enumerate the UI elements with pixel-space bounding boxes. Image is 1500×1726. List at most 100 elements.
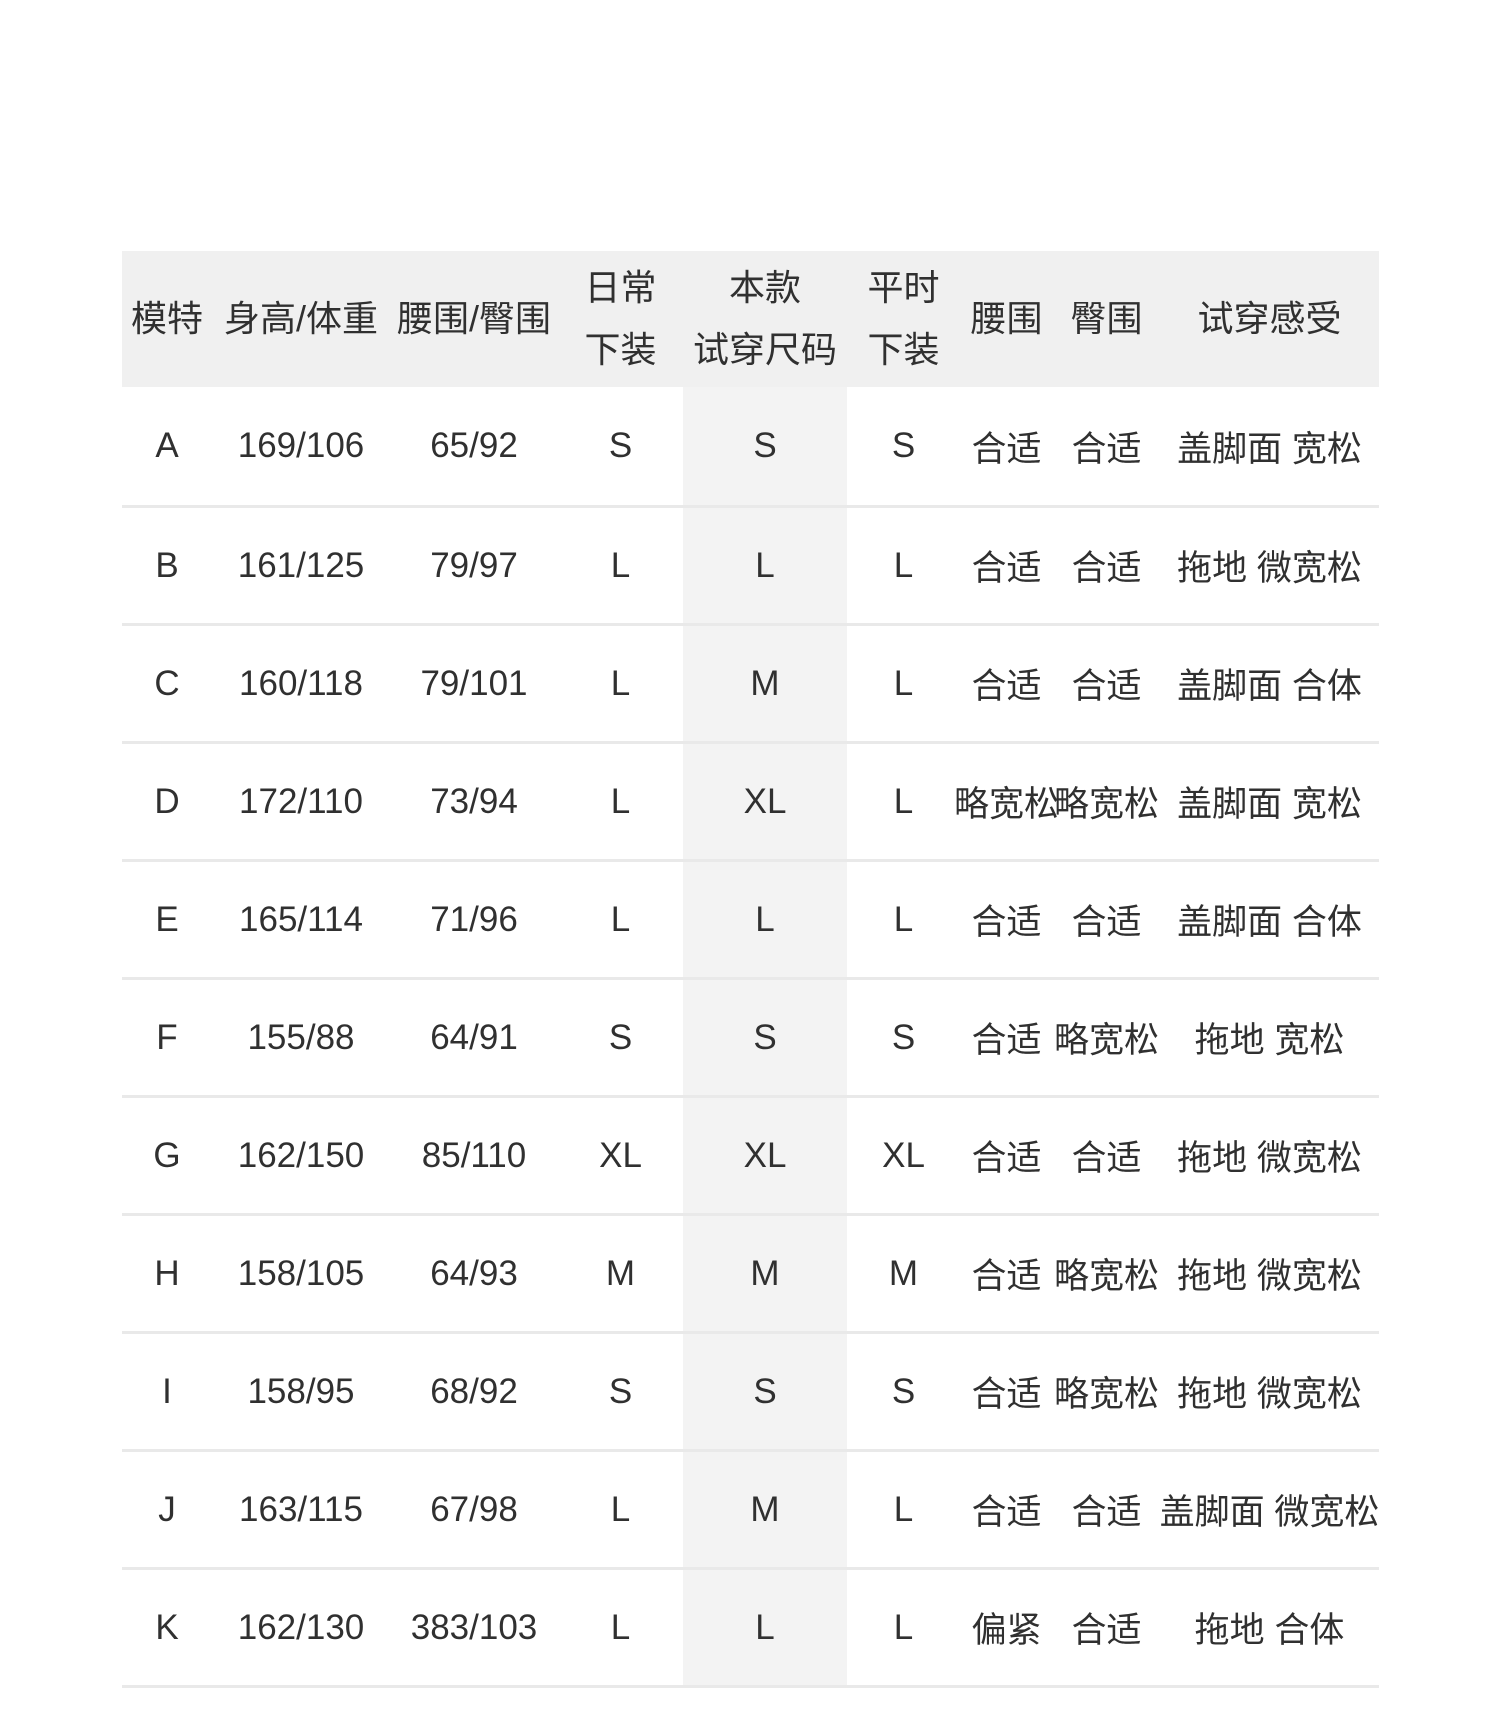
cell-waist-fit: 合适: [971, 429, 1042, 469]
cell-waist-hip: 79/101: [420, 663, 528, 703]
col-header-label: 臀围: [1070, 298, 1143, 339]
cell-waist-fit: 略宽松: [954, 785, 1060, 824]
cell-usual-size: L: [893, 1607, 914, 1647]
cell-usual-size: L: [893, 545, 914, 585]
col-header-waist-fit: 腰围: [960, 251, 1053, 387]
cell-hip-fit: 合适: [1071, 667, 1142, 706]
table-row: A 169/106 65/92 S S S 合适 合适 盖脚面 宽松: [122, 387, 1379, 505]
cell-height-weight: 163/115: [239, 1489, 363, 1529]
col-header-height-weight: 身高/体重: [212, 251, 390, 387]
cell-height-weight: 169/106: [237, 426, 365, 465]
cell-hip-fit: 略宽松: [1053, 1257, 1159, 1296]
cell-overall-feel: 拖地 微宽松: [1177, 1257, 1362, 1296]
cell-model: K: [155, 1607, 179, 1647]
table-row: B 161/125 79/97 L L L 合适 合适 拖地 微宽松: [122, 505, 1379, 623]
cell-overall-feel: 拖地 微宽松: [1177, 1375, 1362, 1414]
cell-waist-fit: 合适: [971, 1139, 1042, 1178]
col-header-label-line1: 日常: [584, 267, 657, 308]
cell-hip-fit: 合适: [1071, 549, 1142, 588]
cell-tried-size: M: [750, 1489, 780, 1529]
cell-tried-size: M: [750, 1253, 780, 1293]
cell-tried-size: L: [755, 1607, 775, 1647]
cell-waist-hip: 383/103: [410, 1607, 538, 1647]
cell-hip-fit: 合适: [1071, 429, 1142, 469]
cell-height-weight: 172/110: [239, 781, 363, 821]
cell-usual-size: L: [893, 781, 914, 821]
cell-waist-hip: 71/96: [430, 899, 518, 939]
cell-tried-size: XL: [743, 781, 787, 821]
cell-tried-size: S: [753, 426, 777, 465]
cell-model: D: [154, 781, 180, 821]
table-row: D 172/110 73/94 L XL L 略宽松 略宽松 盖脚面 宽松: [122, 741, 1379, 859]
cell-overall-feel: 拖地 微宽松: [1177, 549, 1362, 588]
cell-model: E: [155, 899, 179, 939]
cell-waist-hip: 79/97: [430, 545, 518, 585]
cell-model: I: [162, 1371, 172, 1411]
cell-daily-size: L: [610, 1489, 631, 1529]
cell-daily-size: L: [610, 663, 631, 703]
cell-waist-fit: 合适: [971, 1375, 1042, 1414]
cell-daily-size: L: [610, 545, 631, 585]
cell-height-weight: 162/150: [237, 1135, 365, 1175]
cell-model: C: [154, 663, 180, 703]
cell-hip-fit: 略宽松: [1053, 1021, 1159, 1060]
tried-size-column-highlight: [683, 387, 847, 1685]
table-row: G 162/150 85/110 XL XL XL 合适 合适 拖地 微宽松: [122, 1095, 1379, 1213]
cell-tried-size: M: [750, 663, 780, 703]
cell-daily-size: XL: [599, 1135, 642, 1175]
cell-model: B: [155, 545, 179, 585]
table-header-row: 模特 身高/体重 腰围/臀围 日常下装 本款试穿尺码 平时下装 腰围 臀围 试穿…: [122, 251, 1379, 387]
cell-overall-feel: 拖地 合体: [1194, 1611, 1345, 1650]
cell-tried-size: S: [753, 1371, 777, 1411]
cell-hip-fit: 合适: [1071, 903, 1142, 942]
cell-waist-fit: 合适: [971, 903, 1042, 942]
col-header-tried-size: 本款 试穿尺码: [683, 251, 847, 387]
cell-waist-hip: 67/98: [430, 1489, 518, 1529]
table-row: I 158/95 68/92 S S S 合适 略宽松 拖地 微宽松: [122, 1331, 1379, 1449]
col-header-label-line1: 平时: [867, 267, 940, 308]
col-header-model: 模特: [122, 251, 212, 387]
cell-daily-size: L: [610, 899, 631, 939]
col-header-daily-bottom-size: 日常 下装: [558, 251, 683, 387]
cell-overall-feel: 盖脚面 微宽松: [1159, 1493, 1380, 1532]
col-header-label: 腰围: [970, 298, 1043, 339]
cell-daily-size: L: [610, 781, 631, 821]
table-row: C 160/118 79/101 L M L 合适 合适 盖脚面 合体: [122, 623, 1379, 741]
cell-usual-size: S: [891, 426, 916, 465]
size-fit-table: 模特 身高/体重 腰围/臀围 日常下装 本款试穿尺码 平时下装 腰围 臀围 试穿…: [122, 251, 1379, 1688]
table-row: J 163/115 67/98 L M L 合适 合适 盖脚面 微宽松: [122, 1449, 1379, 1567]
cell-usual-size: L: [893, 663, 914, 703]
col-header-usual-bottom-size: 平时 下装: [847, 251, 960, 387]
table-row: K 162/130 383/103 L L L 偏紧 合适 拖地 合体: [122, 1567, 1379, 1685]
col-header-label-line2: 试穿尺码: [692, 329, 837, 370]
cell-height-weight: 155/88: [247, 1017, 355, 1057]
cell-daily-size: M: [605, 1253, 636, 1293]
cell-waist-hip: 85/110: [421, 1135, 527, 1175]
cell-tried-size: L: [755, 899, 775, 939]
cell-overall-feel: 盖脚面 宽松: [1177, 785, 1362, 824]
cell-usual-size: L: [893, 1489, 914, 1529]
cell-hip-fit: 略宽松: [1053, 785, 1159, 824]
cell-hip-fit: 合适: [1071, 1493, 1142, 1532]
cell-waist-hip: 65/92: [430, 426, 518, 465]
cell-daily-size: S: [608, 426, 633, 465]
cell-usual-size: L: [893, 899, 914, 939]
col-header-label: 试穿感受: [1197, 298, 1342, 339]
col-header-label: 身高/体重: [223, 298, 378, 339]
cell-usual-size: S: [891, 1371, 916, 1411]
cell-hip-fit: 合适: [1071, 1139, 1142, 1178]
cell-model: G: [153, 1135, 181, 1175]
cell-daily-size: L: [610, 1607, 631, 1647]
cell-daily-size: S: [608, 1017, 633, 1057]
table-row: E 165/114 71/96 L L L 合适 合适 盖脚面 合体: [122, 859, 1379, 977]
cell-usual-size: S: [891, 1017, 916, 1057]
cell-hip-fit: 略宽松: [1053, 1375, 1159, 1414]
cell-waist-hip: 68/92: [430, 1371, 518, 1411]
col-header-label-line2: 下装: [584, 329, 657, 370]
col-header-label-line1: 本款: [728, 267, 801, 308]
cell-waist-fit: 合适: [971, 667, 1042, 706]
col-header-waist-hip: 腰围/臀围: [390, 251, 558, 387]
cell-waist-fit: 偏紧: [971, 1611, 1042, 1650]
col-header-label-line2: 下装: [867, 329, 940, 370]
